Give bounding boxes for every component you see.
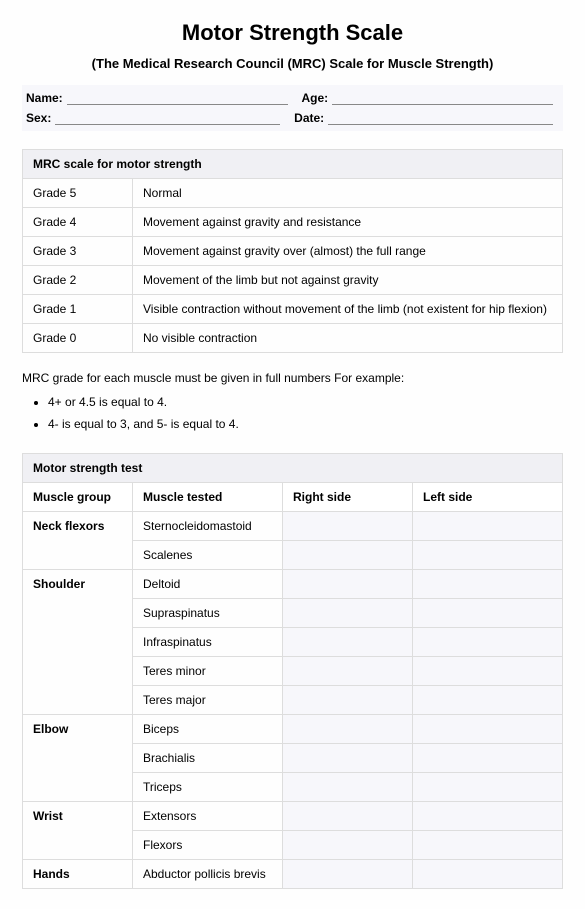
table-row: Grade 0No visible contraction [23, 324, 563, 353]
desc-cell: Movement of the limb but not against gra… [133, 266, 563, 295]
table-row: WristExtensors [23, 802, 563, 831]
right-side-input[interactable] [283, 599, 413, 628]
age-label: Age: [298, 91, 333, 105]
list-item: 4- is equal to 3, and 5- is equal to 4. [48, 417, 563, 431]
name-input-line[interactable] [67, 91, 288, 105]
grade-cell: Grade 4 [23, 208, 133, 237]
left-side-input[interactable] [413, 686, 563, 715]
note-text: MRC grade for each muscle must be given … [22, 371, 563, 385]
right-side-input[interactable] [283, 541, 413, 570]
left-side-input[interactable] [413, 657, 563, 686]
grade-cell: Grade 2 [23, 266, 133, 295]
muscle-cell: Sternocleidomastoid [133, 512, 283, 541]
muscle-group-cell: Hands [23, 860, 133, 889]
muscle-cell: Triceps [133, 773, 283, 802]
table-row: Grade 4Movement against gravity and resi… [23, 208, 563, 237]
date-label: Date: [290, 111, 328, 125]
table-row: ElbowBiceps [23, 715, 563, 744]
muscle-group-cell: Wrist [23, 802, 133, 860]
desc-cell: Movement against gravity and resistance [133, 208, 563, 237]
date-input-line[interactable] [328, 111, 553, 125]
right-side-input[interactable] [283, 570, 413, 599]
test-table: Motor strength test Muscle group Muscle … [22, 453, 563, 889]
left-side-input[interactable] [413, 831, 563, 860]
table-row: HandsAbductor pollicis brevis [23, 860, 563, 889]
right-side-input[interactable] [283, 628, 413, 657]
right-side-input[interactable] [283, 657, 413, 686]
page-subtitle: (The Medical Research Council (MRC) Scal… [22, 56, 563, 71]
muscle-cell: Brachialis [133, 744, 283, 773]
sex-input-line[interactable] [55, 111, 280, 125]
col-muscle: Muscle tested [133, 483, 283, 512]
left-side-input[interactable] [413, 570, 563, 599]
muscle-cell: Deltoid [133, 570, 283, 599]
scale-table-wrap: MRC scale for motor strength Grade 5Norm… [22, 149, 563, 353]
table-row: Grade 2Movement of the limb but not agai… [23, 266, 563, 295]
right-side-input[interactable] [283, 715, 413, 744]
age-input-line[interactable] [332, 91, 553, 105]
muscle-group-cell: Neck flexors [23, 512, 133, 570]
col-group: Muscle group [23, 483, 133, 512]
test-table-header: Motor strength test [23, 454, 563, 483]
list-item: 4+ or 4.5 is equal to 4. [48, 395, 563, 409]
desc-cell: Movement against gravity over (almost) t… [133, 237, 563, 266]
table-row: Grade 1Visible contraction without movem… [23, 295, 563, 324]
muscle-cell: Abductor pollicis brevis [133, 860, 283, 889]
col-right: Right side [283, 483, 413, 512]
left-side-input[interactable] [413, 744, 563, 773]
muscle-cell: Scalenes [133, 541, 283, 570]
desc-cell: Normal [133, 179, 563, 208]
desc-cell: Visible contraction without movement of … [133, 295, 563, 324]
muscle-cell: Biceps [133, 715, 283, 744]
left-side-input[interactable] [413, 599, 563, 628]
table-row: Grade 5Normal [23, 179, 563, 208]
muscle-cell: Teres major [133, 686, 283, 715]
test-table-wrap: Motor strength test Muscle group Muscle … [22, 453, 563, 889]
scale-table-header: MRC scale for motor strength [23, 150, 563, 179]
right-side-input[interactable] [283, 744, 413, 773]
left-side-input[interactable] [413, 628, 563, 657]
table-row: Grade 3Movement against gravity over (al… [23, 237, 563, 266]
grade-cell: Grade 1 [23, 295, 133, 324]
scale-table: MRC scale for motor strength Grade 5Norm… [22, 149, 563, 353]
muscle-cell: Supraspinatus [133, 599, 283, 628]
table-row: ShoulderDeltoid [23, 570, 563, 599]
right-side-input[interactable] [283, 802, 413, 831]
left-side-input[interactable] [413, 715, 563, 744]
grade-cell: Grade 0 [23, 324, 133, 353]
sex-label: Sex: [22, 111, 55, 125]
grade-cell: Grade 3 [23, 237, 133, 266]
table-row: Neck flexorsSternocleidomastoid [23, 512, 563, 541]
right-side-input[interactable] [283, 686, 413, 715]
right-side-input[interactable] [283, 831, 413, 860]
col-left: Left side [413, 483, 563, 512]
left-side-input[interactable] [413, 802, 563, 831]
name-label: Name: [22, 91, 67, 105]
patient-info-block: Name: Age: Sex: Date: [22, 85, 563, 131]
desc-cell: No visible contraction [133, 324, 563, 353]
left-side-input[interactable] [413, 541, 563, 570]
grade-cell: Grade 5 [23, 179, 133, 208]
page-title: Motor Strength Scale [22, 20, 563, 46]
muscle-cell: Infraspinatus [133, 628, 283, 657]
muscle-cell: Flexors [133, 831, 283, 860]
right-side-input[interactable] [283, 512, 413, 541]
right-side-input[interactable] [283, 773, 413, 802]
left-side-input[interactable] [413, 860, 563, 889]
example-bullets: 4+ or 4.5 is equal to 4. 4- is equal to 3… [48, 395, 563, 431]
muscle-group-cell: Shoulder [23, 570, 133, 715]
muscle-cell: Extensors [133, 802, 283, 831]
left-side-input[interactable] [413, 773, 563, 802]
right-side-input[interactable] [283, 860, 413, 889]
muscle-cell: Teres minor [133, 657, 283, 686]
muscle-group-cell: Elbow [23, 715, 133, 802]
left-side-input[interactable] [413, 512, 563, 541]
